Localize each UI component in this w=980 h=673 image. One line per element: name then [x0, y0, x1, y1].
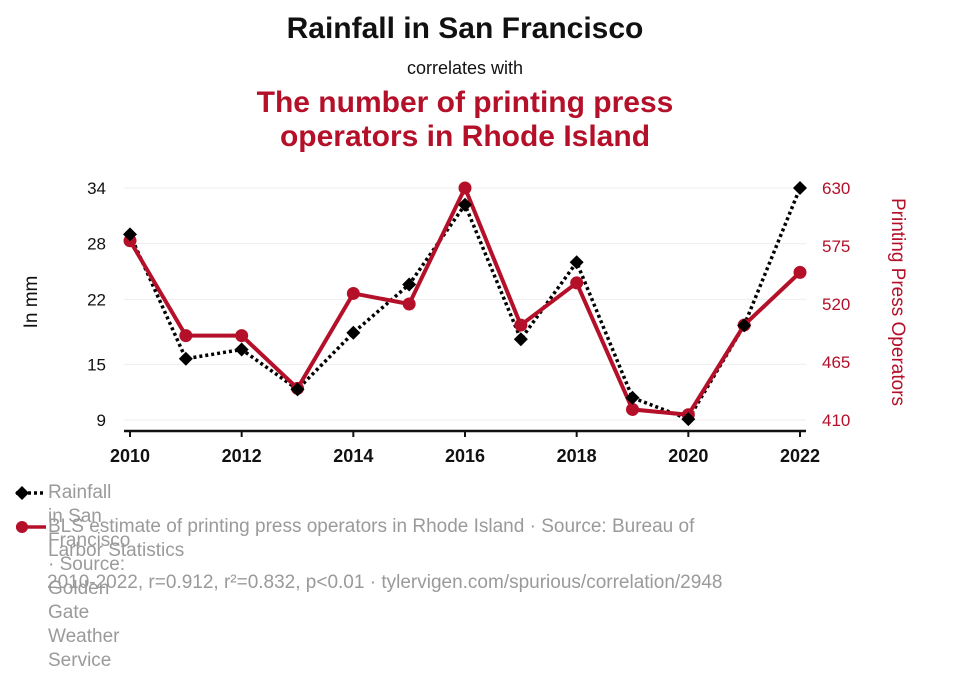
- series1-point: [458, 197, 472, 212]
- legend-label-series2-line-2: Larbor Statistics: [48, 540, 185, 561]
- series2-line: [128, 186, 802, 417]
- x-tick-label: 2018: [557, 446, 597, 466]
- series2-point: [458, 181, 472, 195]
- series2-point: [514, 318, 528, 332]
- series1-point: [346, 325, 361, 340]
- y-axis-right-label: Printing Press Operators: [887, 198, 908, 406]
- secondary-title-line-1: The number of printing press: [256, 86, 674, 119]
- y-right-tick-label: 465: [822, 353, 850, 372]
- series-group: [123, 181, 807, 427]
- series2-point: [570, 276, 584, 290]
- series2-point: [235, 329, 249, 343]
- series1-point: [625, 390, 640, 405]
- x-tick-label: 2020: [668, 446, 708, 466]
- x-tick-label: 2012: [222, 446, 262, 466]
- y-right-tick-label: 630: [822, 179, 850, 198]
- series1-point: [681, 412, 696, 427]
- chart-title: Rainfall in San Francisco: [286, 12, 644, 45]
- y-left-tick-label: 28: [87, 235, 106, 254]
- series1-point: [178, 351, 193, 366]
- series2-point: [179, 329, 193, 343]
- footer-stats: 2010-2022, r=0.912, r²=0.832, p<0.01 · t…: [47, 572, 723, 593]
- x-tick-label: 2022: [780, 446, 820, 466]
- series1-point: [402, 277, 417, 292]
- y-right-tick-label: 575: [822, 237, 850, 256]
- y-left-tick-label: 15: [87, 355, 106, 374]
- y-axis-left-label: In mm: [21, 276, 42, 329]
- y-right-tick-label: 410: [822, 411, 850, 430]
- axes: 9 15 22 28 34 410 465 520 575 630 2010 2012 2014 2016…: [87, 179, 850, 466]
- series1-point: [793, 181, 807, 195]
- series1-line: [128, 187, 802, 421]
- x-tick-label: 2010: [110, 446, 150, 466]
- series1-point: [290, 382, 305, 397]
- chart-subtitle: correlates with: [406, 58, 524, 78]
- series1-point: [737, 318, 752, 333]
- secondary-title-line-2: operators in Rhode Island: [279, 120, 651, 153]
- series1-point: [513, 332, 528, 347]
- series1-point: [123, 227, 137, 242]
- legend-label-series2: BLS estimate of printing press operators…: [48, 515, 694, 563]
- line-chart: 9 15 22 28 34 410 465 520 575 630 2010 2012 2014 2016…: [15, 179, 908, 533]
- legend-label-series2-line-1: BLS estimate of printing press operators…: [48, 516, 695, 537]
- series2-point: [626, 402, 639, 416]
- legend-marker-series2: [16, 521, 46, 533]
- gridlines: [124, 187, 806, 421]
- series1-point: [234, 342, 249, 357]
- x-tick-label: 2016: [445, 446, 485, 466]
- y-left-tick-label: 22: [87, 290, 106, 309]
- legend-marker-series1: [15, 486, 46, 500]
- x-tick-label: 2014: [333, 446, 373, 466]
- y-left-tick-label: 9: [97, 411, 106, 430]
- y-left-tick-label: 34: [87, 179, 106, 198]
- series1-point: [569, 255, 584, 270]
- series2-point: [402, 297, 416, 311]
- series2-point: [346, 286, 360, 300]
- chart-secondary-title: The number of printing press operators i…: [0, 86, 930, 154]
- y-right-tick-label: 520: [822, 295, 850, 314]
- series2-point: [793, 265, 807, 279]
